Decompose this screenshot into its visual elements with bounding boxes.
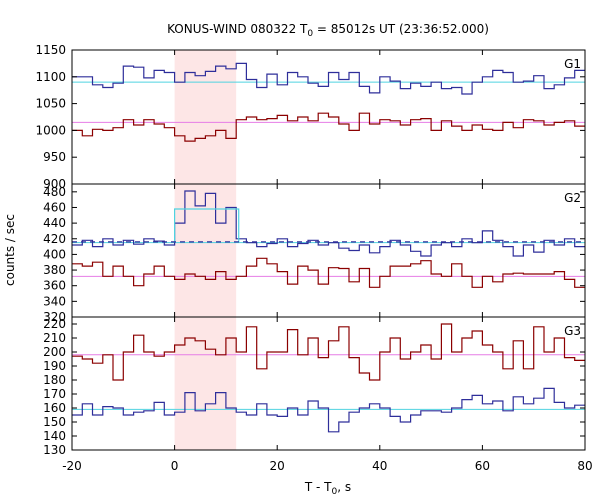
series-layer (72, 62, 585, 433)
series-step-g2-0 (72, 190, 585, 257)
y-tick-label-g1-3: 1050 (35, 97, 66, 111)
series-step-g3-0 (72, 323, 585, 381)
y-tick-label-g2-8: 480 (43, 185, 66, 199)
y-tick-label-g1-0: 900 (43, 177, 66, 191)
x-tick-label-0: -20 (62, 459, 82, 473)
shaded-interval-g1 (174, 50, 237, 184)
x-tick-label-5: 80 (577, 459, 592, 473)
chart-title: KONUS-WIND 080322 T0 = 85012s UT (23:36:… (167, 22, 489, 39)
series-step-g1-1 (72, 112, 585, 142)
y-tick-label-g2-3: 380 (43, 263, 66, 277)
series-step-g1-0 (72, 62, 585, 95)
y-tick-label-g3-7: 200 (43, 345, 66, 359)
y-tick-label-g2-4: 400 (43, 247, 66, 261)
panel-label-g2: G2 (564, 191, 581, 205)
y-tick-label-g3-1: 140 (43, 429, 66, 443)
x-tick-label-4: 60 (475, 459, 490, 473)
y-tick-label-g1-4: 1100 (35, 70, 66, 84)
panel-label-g1: G1 (564, 57, 581, 71)
y-tick-label-g3-5: 180 (43, 373, 66, 387)
label-layer: 9009501000105011001150G13203403603804004… (35, 43, 592, 473)
x-tick-label-1: 0 (171, 459, 179, 473)
series-step-g2-1 (72, 257, 585, 288)
panel-frame-g2 (71, 183, 586, 318)
y-tick-label-g2-0: 320 (43, 310, 66, 324)
y-tick-label-g3-4: 170 (43, 387, 66, 401)
y-tick-label-g1-1: 950 (43, 150, 66, 164)
y-tick-label-g3-0: 130 (43, 443, 66, 457)
y-tick-label-g3-2: 150 (43, 415, 66, 429)
y-tick-label-g2-7: 460 (43, 200, 66, 214)
y-tick-label-g3-8: 210 (43, 331, 66, 345)
panel-frame-g3 (71, 316, 586, 451)
y-tick-label-g3-3: 160 (43, 401, 66, 415)
y-tick-label-g1-2: 1000 (35, 123, 66, 137)
y-tick-label-g2-6: 440 (43, 216, 66, 230)
y-tick-label-g3-9: 220 (43, 317, 66, 331)
y-tick-label-g2-1: 340 (43, 294, 66, 308)
panel-label-g3: G3 (564, 324, 581, 338)
y-tick-label-g3-6: 190 (43, 359, 66, 373)
series-step-g3-1 (72, 387, 585, 433)
y-tick-label-g2-2: 360 (43, 279, 66, 293)
x-tick-label-2: 20 (270, 459, 285, 473)
y-tick-label-g1-5: 1150 (35, 43, 66, 57)
y-tick-label-g2-5: 420 (43, 232, 66, 246)
shaded-interval-layer (174, 50, 237, 450)
x-axis-title: T - T0, s (304, 480, 351, 497)
x-tick-label-3: 40 (372, 459, 387, 473)
fit-box-g2 (174, 208, 240, 243)
axes-layer (71, 49, 586, 451)
y-axis-title: counts / sec (3, 214, 17, 286)
shaded-interval-g3 (174, 317, 237, 450)
